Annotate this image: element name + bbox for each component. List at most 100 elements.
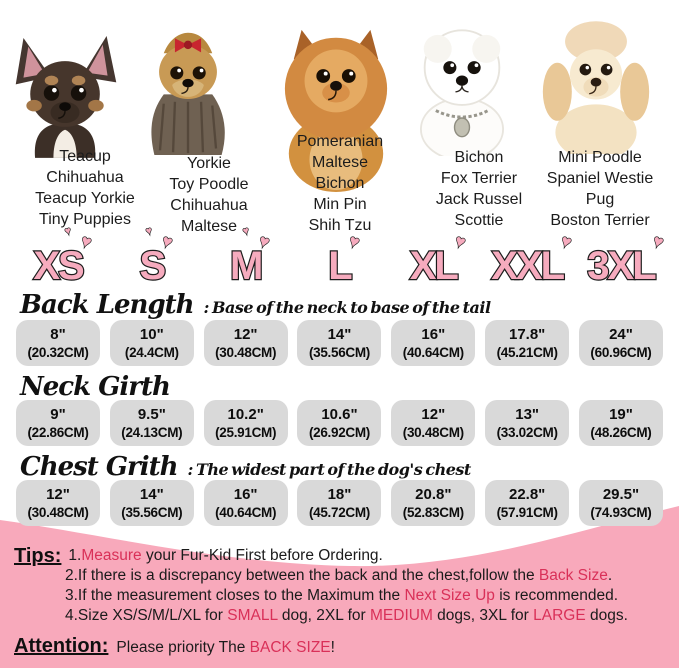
mini-poodle-photo (542, 21, 650, 154)
cm-value: (35.56CM) (308, 344, 371, 360)
breed-list-2: Yorkie Toy Poodle Chihuahua Maltese (129, 153, 289, 237)
inch-value: 9" (50, 405, 66, 423)
breed-name: Teacup (59, 148, 111, 165)
breed-name: Min Pin (313, 196, 367, 213)
back-length-header: Back Length : Base of the neck to base o… (20, 290, 679, 320)
measurement-cell: 29.5" (74.93CM) (578, 480, 663, 526)
breed-name: Maltese (311, 154, 369, 171)
breed-name: Toy Poodle (169, 176, 249, 193)
measurement-cell: 12" (30.48CM) (391, 400, 476, 446)
measurement-cell: 12" (30.48CM) (16, 480, 100, 526)
pomeranian-photo (284, 29, 388, 192)
measurement-cell: 16" (40.64CM) (391, 320, 476, 366)
cm-value: (60.96CM) (590, 344, 652, 360)
measurement-cell: 16" (40.64CM) (203, 480, 288, 526)
size-cell-xxl: ♥ XXL (485, 230, 574, 290)
size-label: S (138, 243, 167, 289)
pink-wave-background (0, 506, 679, 668)
inch-value: 19" (609, 405, 633, 423)
tip-item-4: 4.Size XS/S/M/L/XL for SMALL dog, 2XL fo… (65, 607, 628, 624)
measurement-cell: 8" (20.32CM) (16, 320, 100, 366)
breed-name: Yorkie (187, 155, 231, 172)
breed-name: Scottie (454, 212, 504, 229)
breed-list-5: Mini Poodle Spaniel Westie Pug Boston Te… (520, 147, 679, 231)
breed-list-1: Teacup Chihuahua Teacup Yorkie Tiny Pupp… (5, 146, 165, 230)
breed-name: Jack Russel (435, 191, 523, 208)
cm-value: (26.92CM) (308, 424, 371, 440)
size-cell-xs: ♥ ♥ XS (16, 225, 100, 290)
size-cell-xl: ♥ XL (391, 230, 475, 290)
measurement-cell: 19" (48.26CM) (578, 400, 663, 446)
size-labels-row: ♥ ♥ XS ♥ ♥ S ♥ ♥ M (0, 225, 679, 290)
breed-name: Tiny Puppies (39, 211, 131, 228)
measurement-cell: 17.8" (45.21CM) (485, 320, 570, 366)
size-label: XL (409, 243, 461, 289)
inch-value: 10.6" (321, 405, 358, 423)
inch-value: 10.2" (227, 405, 264, 423)
breed-name: Maltese (180, 218, 238, 235)
measurement-cell: 10" (24.4CM) (109, 320, 194, 366)
size-label: L (327, 243, 354, 289)
measurement-cell: 14" (35.56CM) (109, 480, 194, 526)
heart-icon: ♥ (452, 230, 469, 253)
tips-label: Tips: (14, 545, 62, 567)
section-title: Back Length (20, 290, 195, 320)
inch-value: 10" (139, 325, 164, 343)
breed-name: Mini Poodle (558, 149, 642, 166)
section-description: : The widest part of the dog's chest (187, 460, 472, 479)
inch-value: 29.5" (602, 485, 640, 503)
inch-value: 24" (609, 325, 633, 343)
size-cell-s: ♥ ♥ S (110, 225, 194, 290)
cm-value: (22.86CM) (27, 424, 89, 440)
measurement-cell: 13" (33.02CM) (485, 400, 570, 446)
inch-value: 20.8" (415, 485, 452, 503)
cm-value: (30.48CM) (215, 344, 277, 360)
breed-name: Chihuahua (46, 169, 124, 186)
cm-value: (30.48CM) (27, 504, 89, 520)
breed-name: Shih Tzu (308, 217, 372, 234)
cm-value: (20.32CM) (27, 344, 89, 360)
inch-value: 12" (233, 325, 258, 343)
size-label: 3XL (586, 243, 658, 289)
heart-icon: ♥ (558, 230, 575, 253)
size-cell-m: ♥ ♥ M (204, 225, 288, 290)
measurement-cell: 9.5" (24.13CM) (109, 400, 194, 446)
inch-value: 12" (46, 485, 70, 503)
cm-value: (57.91CM) (496, 504, 558, 520)
heart-icon: ♥ (77, 230, 94, 253)
attention-label: Attention: (14, 635, 109, 657)
cm-value: (25.91CM) (215, 424, 277, 440)
tips-block: Tips: 1.Measure your Fur-Kid First befor… (14, 546, 628, 658)
breed-name: Bichon (315, 175, 365, 192)
inch-value: 13" (515, 405, 540, 423)
breed-list-4: Bichon Fox Terrier Jack Russel Scottie (399, 147, 559, 231)
cm-value: (40.64CM) (215, 504, 277, 520)
attention-line: Attention: Please priority The BACK SIZE… (14, 636, 628, 658)
attention-text: Please priority The BACK SIZE! (116, 639, 335, 656)
cm-value: (33.02CM) (496, 424, 558, 440)
cm-value: (40.64CM) (402, 344, 464, 360)
inch-value: 16" (233, 485, 258, 503)
size-label: XXL (490, 243, 566, 289)
measurement-cell: 9" (22.86CM) (16, 400, 100, 446)
inch-value: 14" (327, 325, 352, 343)
chest-girth-header: Chest Grith : The widest part of the dog… (20, 452, 679, 482)
inch-value: 17.8" (508, 325, 546, 343)
cm-value: (74.93CM) (590, 504, 652, 520)
measurement-cell: 18" (45.72CM) (297, 480, 382, 526)
cm-value: (45.21CM) (496, 344, 558, 360)
measurement-cell: 22.8" (57.91CM) (485, 480, 570, 526)
measurement-cell: 10.2" (25.91CM) (203, 400, 288, 446)
tip-item-3: 3.If the measurement closes to the Maxim… (65, 587, 619, 604)
breed-name: Spaniel Westie (546, 170, 654, 187)
breed-name: Boston Terrier (550, 212, 650, 229)
heart-icon: ♥ (649, 230, 666, 253)
cm-value: (24.4CM) (124, 344, 179, 360)
size-label: M (229, 243, 265, 289)
inch-value: 8" (50, 325, 66, 343)
inch-value: 16" (421, 325, 446, 343)
size-cell-l: ♥ L (297, 230, 381, 290)
breed-name: Pomeranian (296, 133, 384, 150)
cm-value: (24.13CM) (121, 424, 183, 440)
